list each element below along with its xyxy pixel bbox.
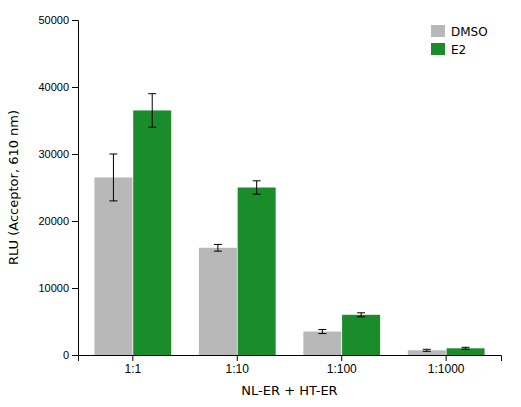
bar xyxy=(199,248,237,355)
y-tick: 10000 xyxy=(38,282,78,294)
y-tick: 20000 xyxy=(38,215,78,227)
bar xyxy=(133,110,171,355)
y-tick-label: 30000 xyxy=(38,148,69,160)
y-tick-label: 40000 xyxy=(38,81,69,93)
x-tick-mark xyxy=(446,355,447,361)
y-tick-mark xyxy=(72,288,78,289)
marks xyxy=(94,94,484,355)
y-axis-title: RLU (Acceptor, 610 nm) xyxy=(6,110,21,265)
y-tick-label: 20000 xyxy=(38,215,69,227)
x-tick: 1:100 xyxy=(327,355,357,376)
bar xyxy=(238,188,276,356)
y-tick: 50000 xyxy=(38,14,78,26)
x-tick-mark xyxy=(132,355,133,361)
y-tick-label: 50000 xyxy=(38,14,69,26)
series xyxy=(133,94,484,355)
y-tick-mark xyxy=(72,87,78,88)
x-axis-title: NL-ER + HT-ER xyxy=(241,383,337,398)
y-tick: 40000 xyxy=(38,81,78,93)
chart: 010000200003000040000500001:11:101:1001:… xyxy=(0,0,521,407)
error-bar xyxy=(462,347,470,349)
y-tick-mark xyxy=(72,221,78,222)
y-tick-mark xyxy=(72,355,78,356)
error-bar xyxy=(109,154,117,201)
legend-label: E2 xyxy=(451,43,466,57)
x-tick-mark xyxy=(341,355,342,361)
y-tick-mark xyxy=(72,20,78,21)
x-tick: 1:1000 xyxy=(428,355,465,376)
error-bar xyxy=(423,349,431,351)
x-tick-label: 1:1 xyxy=(124,362,141,376)
x-tick-mark xyxy=(237,355,238,361)
error-bar xyxy=(318,330,326,334)
bar xyxy=(94,177,132,355)
y-tick: 30000 xyxy=(38,148,78,160)
y-tick-label: 0 xyxy=(63,349,69,361)
legend-swatch xyxy=(431,25,445,37)
error-bar xyxy=(357,313,365,317)
legend: DMSO E2 xyxy=(431,25,488,57)
x-axis: 1:1 1:10 1:100 1:1000 xyxy=(79,355,502,376)
y-axis-line xyxy=(72,21,79,356)
y-tick-label: 10000 xyxy=(38,282,69,294)
legend-item: E2 xyxy=(431,43,466,57)
x-tick-label: 1:10 xyxy=(226,362,250,376)
y-tick-mark xyxy=(72,154,78,155)
x-tick-label: 1:100 xyxy=(327,362,357,376)
legend-label: DMSO xyxy=(451,25,488,39)
x-tick-label: 1:1000 xyxy=(428,362,465,376)
x-tick: 1:1 xyxy=(124,355,141,376)
y-tick: 0 xyxy=(63,349,78,361)
bar xyxy=(342,315,380,355)
x-tick: 1:10 xyxy=(226,355,250,376)
error-bar xyxy=(148,94,156,128)
bar xyxy=(303,332,341,355)
legend-swatch xyxy=(431,43,445,55)
error-bar xyxy=(253,181,261,194)
error-bar xyxy=(214,244,222,251)
y-axis: 0 10000 20000 30000 40000 50000 xyxy=(38,14,78,361)
x-axis-line xyxy=(79,356,502,362)
plot-area: 010000200003000040000500001:11:101:1001:… xyxy=(38,14,501,376)
legend-item: DMSO xyxy=(431,25,488,39)
